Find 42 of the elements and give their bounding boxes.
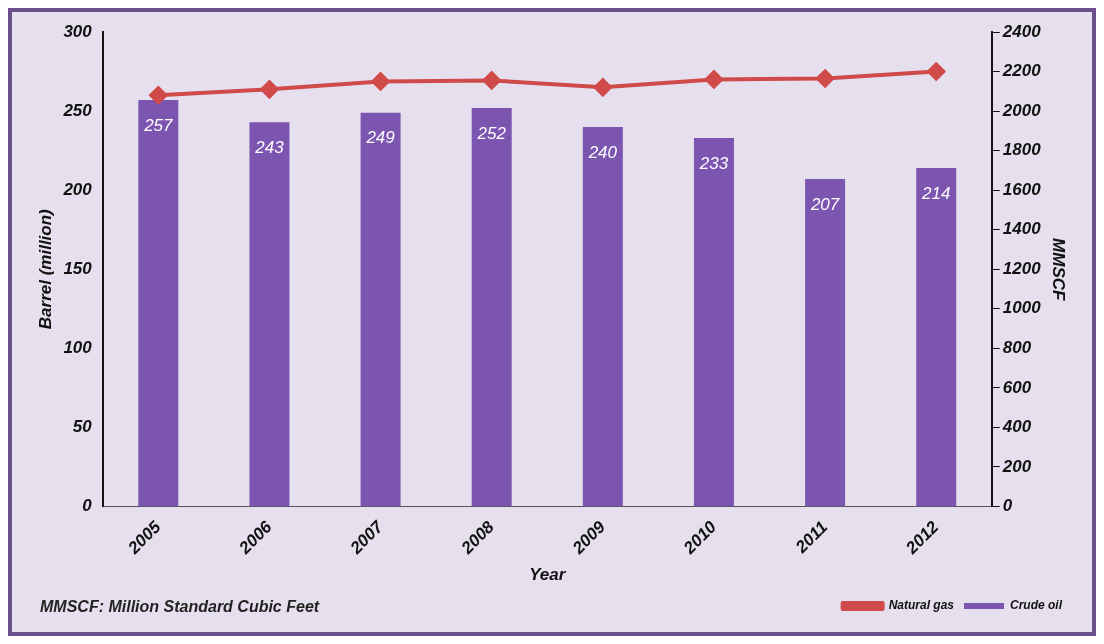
bar: [360, 112, 401, 507]
data-label: 252: [476, 123, 507, 143]
legend-label: Crude oil: [1010, 598, 1063, 613]
y2-tick-label: 0: [1002, 496, 1013, 516]
y-tick-label: 100: [63, 337, 93, 357]
y-tick-label: 0: [82, 496, 93, 516]
text: MMSCF: Million Standard Cubic Feet: [40, 598, 320, 616]
y2-tick-label: 200: [1001, 456, 1032, 476]
bar: [471, 107, 512, 507]
bar: [916, 168, 957, 507]
data-label: 214: [921, 183, 951, 203]
y-axis-title: Barrel (million): [35, 208, 55, 330]
bar: [805, 179, 846, 507]
y2-tick-label: 400: [1001, 417, 1032, 437]
y2-tick-label: 1400: [1002, 219, 1042, 239]
bar: [249, 122, 290, 507]
y2-tick-label: 800: [1002, 337, 1032, 357]
y-tick-label: 200: [62, 179, 93, 199]
y2-tick-label: 600: [1002, 377, 1032, 397]
data-label: 240: [587, 142, 618, 162]
bar: [582, 126, 623, 507]
y2-tick-label: 1200: [1002, 258, 1042, 278]
y2-tick-label: 1000: [1002, 298, 1042, 318]
y-tick-label: 50: [72, 417, 93, 437]
y-tick-label: 150: [63, 258, 93, 278]
data-label: 249: [365, 128, 396, 148]
x-axis-title: Year: [529, 565, 567, 585]
y-tick-label: 250: [62, 100, 93, 120]
y2-tick-label: 2200: [1001, 61, 1042, 81]
data-label: 207: [809, 194, 840, 214]
y2-tick-label: 1600: [1002, 179, 1042, 199]
y2-tick-label: 2000: [1001, 100, 1042, 120]
data-label: 243: [254, 137, 285, 157]
y2-tick-label: 2400: [1001, 21, 1042, 41]
y-tick-label: 300: [63, 21, 93, 41]
data-label: 233: [698, 153, 729, 173]
y2-axis-title: MMSCF: [1049, 238, 1069, 301]
data-label: 257: [143, 115, 174, 135]
legend-label: Natural gas: [888, 598, 955, 613]
y2-tick-label: 1800: [1002, 140, 1042, 160]
bar: [693, 137, 734, 507]
bar: [138, 100, 179, 507]
